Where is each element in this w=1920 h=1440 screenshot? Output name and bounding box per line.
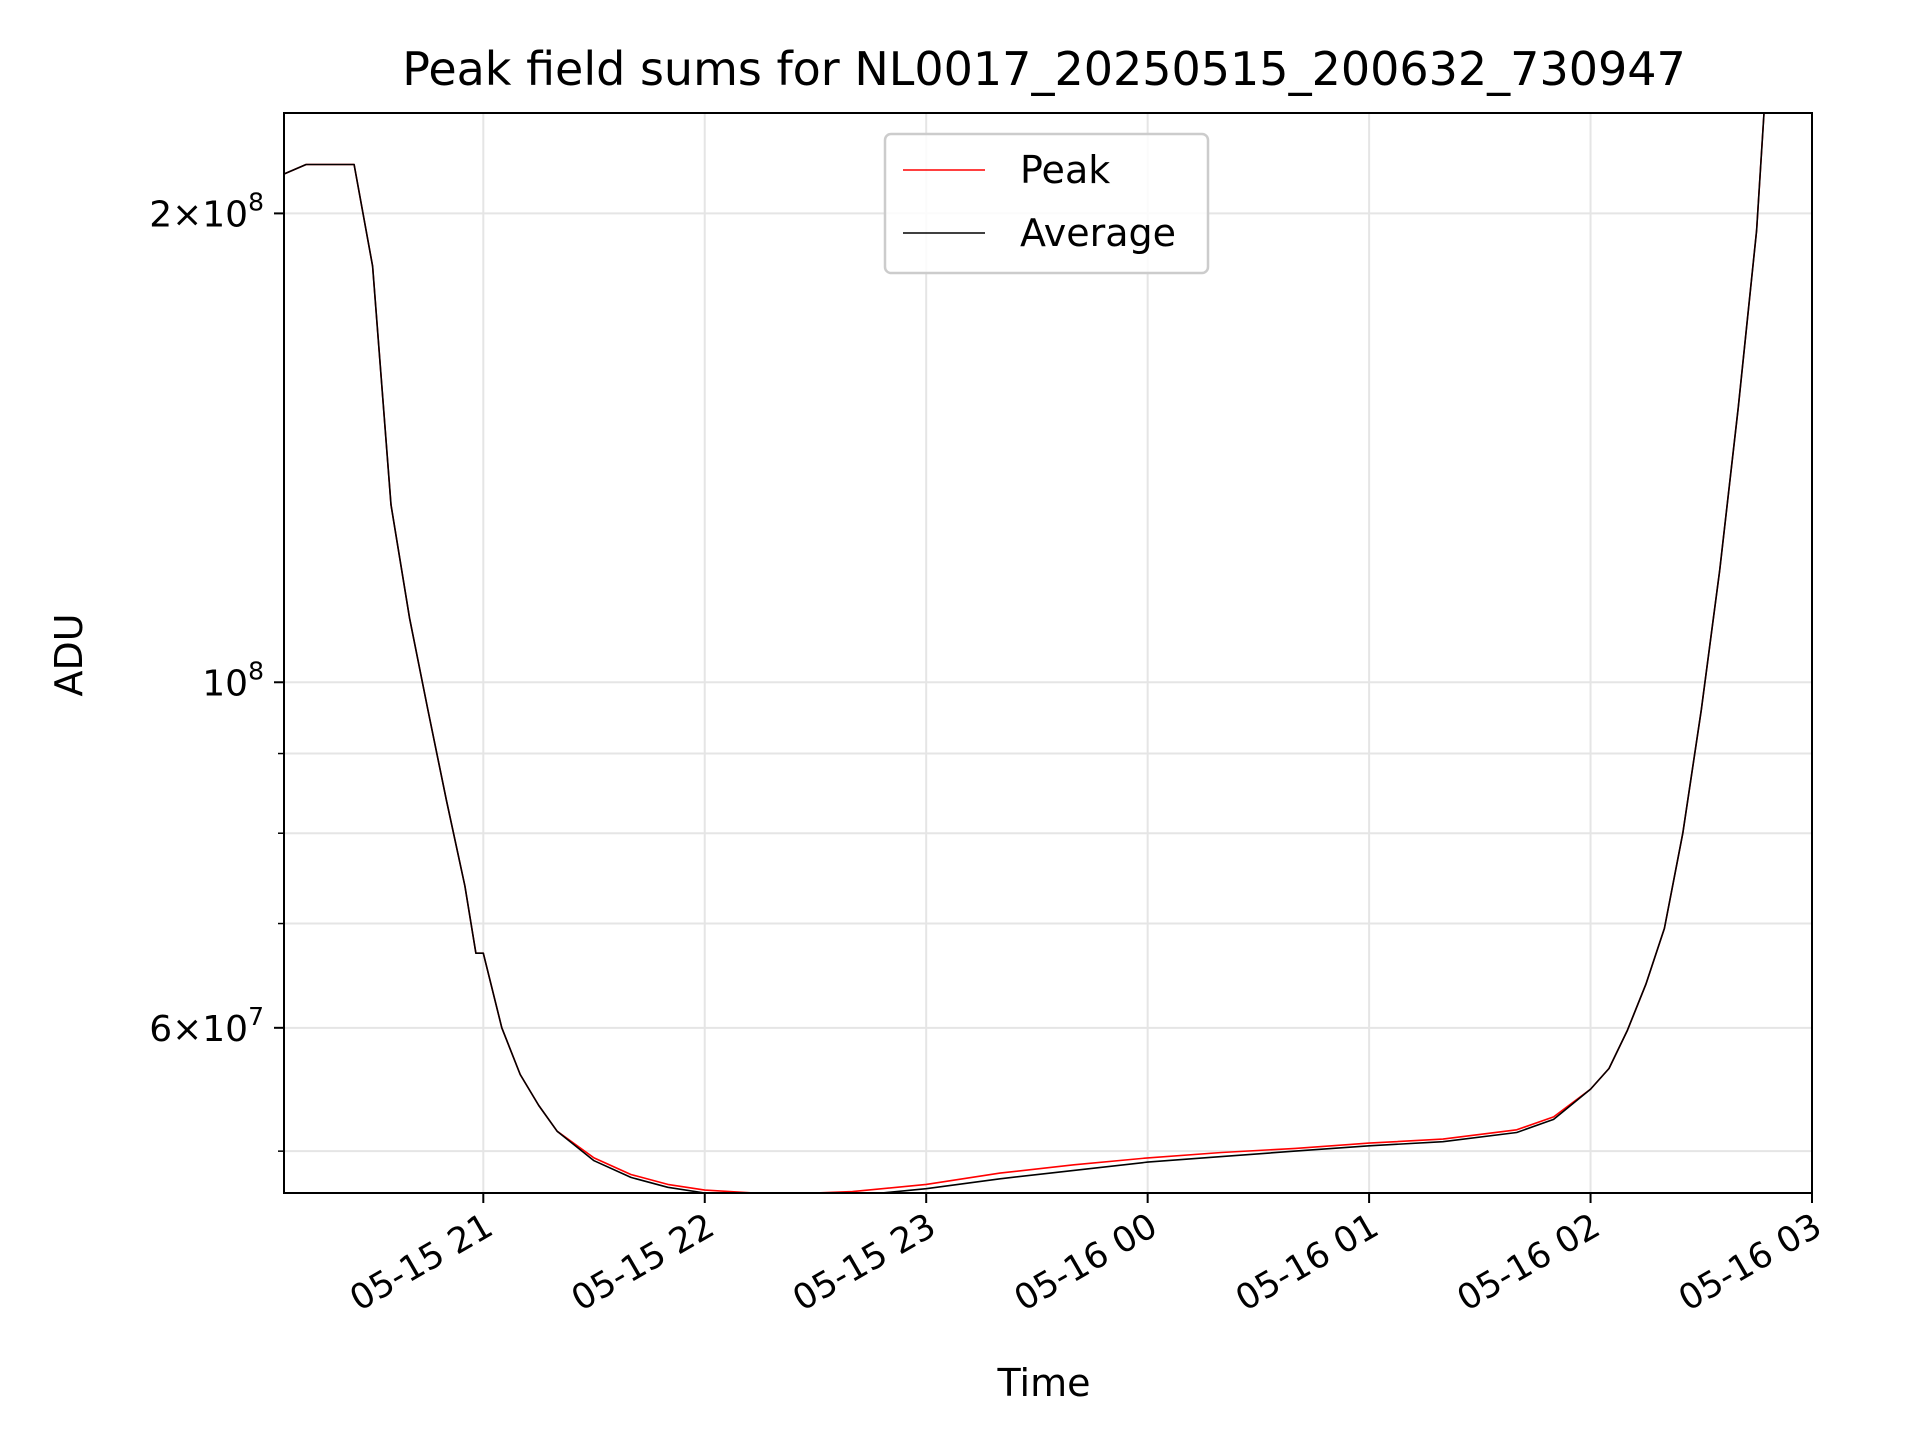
legend-box bbox=[883, 132, 1210, 275]
gridlines bbox=[284, 113, 1812, 1193]
y-axis-label: ADU bbox=[47, 613, 91, 696]
legend: Peak Average bbox=[883, 132, 1210, 275]
y-tick-label: 2×108 bbox=[149, 187, 264, 235]
plot-series bbox=[284, 113, 1765, 1193]
legend-label-average: Average bbox=[1020, 211, 1176, 255]
y-axis-ticks: 108 2×108 6×107 bbox=[149, 187, 284, 1152]
y-tick-label: 6×107 bbox=[149, 1002, 264, 1050]
axes-frame bbox=[283, 112, 1813, 1194]
legend-label-peak: Peak bbox=[1020, 148, 1110, 192]
chart-title: Peak field sums for NL0017_20250515_2006… bbox=[402, 42, 1686, 96]
y-tick-label: 108 bbox=[202, 656, 264, 704]
x-axis-label: Time bbox=[997, 1361, 1091, 1405]
series-line-average bbox=[284, 113, 1765, 1193]
